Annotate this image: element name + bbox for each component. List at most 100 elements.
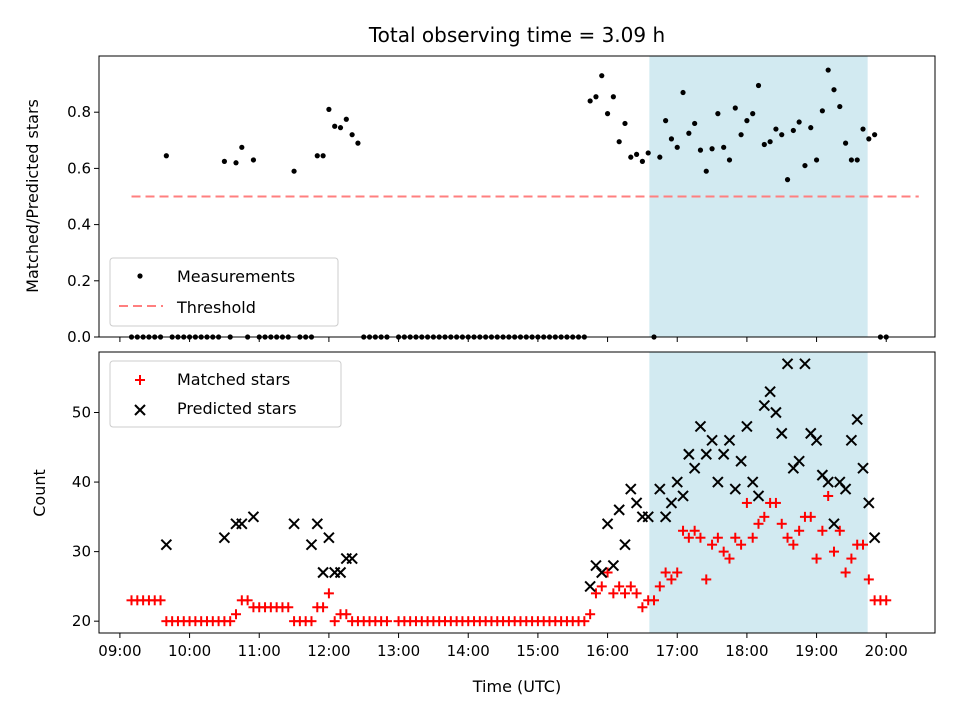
- x-tick-label: 14:00: [447, 642, 490, 660]
- measurements-point: [796, 119, 802, 125]
- matched-stars-point: [881, 595, 892, 606]
- predicted-stars-point: [323, 532, 335, 544]
- predicted-stars-point: [700, 448, 712, 460]
- top-frame: [98, 55, 936, 338]
- matched-stars-point: [225, 616, 236, 627]
- measurements-point: [761, 141, 767, 148]
- predicted-stars-point: [828, 518, 840, 530]
- matched-stars-point: [782, 532, 793, 543]
- measurements-point: [779, 132, 785, 138]
- matched-stars-point: [242, 595, 253, 606]
- bottom-frame: [98, 351, 936, 634]
- matched-stars-point: [231, 609, 242, 620]
- predicted-stars-point: [851, 413, 863, 426]
- measurements-point: [633, 151, 640, 157]
- measurements-point: [692, 120, 698, 127]
- matched-stars-point: [631, 588, 642, 599]
- predicted-stars-point: [665, 497, 678, 509]
- x-tick-label: 16:00: [586, 642, 629, 660]
- predicted-stars-point: [845, 434, 858, 447]
- predicted-stars-point: [346, 552, 358, 565]
- predicted-stars-point: [596, 566, 608, 579]
- predicted-stars-point: [723, 434, 736, 447]
- measurements-point: [709, 146, 715, 152]
- matched-stars-point: [329, 616, 340, 627]
- y-tick-label: 0.4: [67, 216, 91, 234]
- x-tick-label: 13:00: [377, 642, 420, 660]
- measurements-point: [831, 87, 837, 93]
- predicted-stars-point: [584, 580, 596, 593]
- measurements-point: [825, 67, 831, 73]
- matched-stars-point: [741, 497, 752, 508]
- matched-stars-point: [672, 567, 683, 578]
- measurements-point: [860, 126, 866, 132]
- chart-title: Total observing time = 3.09 h: [368, 23, 665, 47]
- matched-stars-point: [381, 616, 392, 627]
- matched-stars-point: [585, 609, 596, 620]
- matched-stars-point: [306, 616, 317, 627]
- matched-stars-point: [701, 574, 712, 585]
- measurements-point: [721, 144, 727, 150]
- bottom-axes: 20 30 40 50 09:00 10:00 11:00 12:00 13:00 14:00 15…: [72, 404, 908, 660]
- measurements-point: [622, 120, 628, 127]
- predicted-stars-point: [706, 434, 718, 447]
- matched-stars-point: [318, 602, 329, 613]
- x-tick-label: 15:00: [516, 642, 559, 660]
- predicted-stars-point: [735, 455, 747, 467]
- measurements-point: [680, 89, 686, 96]
- bottom-legend-box: [109, 360, 342, 428]
- matched-stars-point: [776, 518, 787, 529]
- bottom-legend: Matched stars Predicted stars: [109, 360, 342, 428]
- matched-stars-point: [707, 539, 718, 550]
- predicted-stars-point: [683, 448, 695, 460]
- matched-stars-point: [649, 595, 660, 606]
- x-tick-label: 09:00: [98, 642, 141, 660]
- measurements-point: [813, 157, 820, 163]
- measurements-point: [697, 147, 704, 153]
- matched-stars-point: [817, 525, 828, 536]
- matched-stars-point: [759, 511, 770, 522]
- measurements-point: [604, 111, 611, 117]
- x-tick-label: 18:00: [725, 642, 768, 660]
- predicted-stars-point: [218, 532, 231, 544]
- y-tick-label: 0.8: [67, 103, 91, 121]
- predicted-stars-point: [311, 518, 323, 530]
- measurements-point: [663, 118, 669, 124]
- matched-stars-point: [747, 532, 758, 543]
- matched-stars-point: [590, 588, 601, 599]
- predicted-stars-point: [810, 434, 823, 447]
- legend-matched-marker: [135, 375, 145, 385]
- measurements-point: [599, 73, 605, 79]
- x-tick-label: 12:00: [307, 642, 350, 660]
- measurements-point: [593, 94, 599, 100]
- matched-stars-point: [637, 602, 648, 613]
- measurements-point: [773, 126, 779, 132]
- predicted-stars-point: [712, 476, 724, 488]
- y-tick-label: 40: [72, 473, 91, 491]
- matched-stars-point: [666, 574, 677, 585]
- legend-matched-label: Matched stars: [177, 370, 290, 389]
- matched-stars-point: [579, 616, 590, 627]
- measurements-point: [726, 157, 733, 163]
- matched-stars-point: [283, 602, 294, 613]
- measurements-point: [349, 132, 355, 138]
- bottom-panel: 20 30 40 50 09:00 10:00 11:00 12:00 13:00 14:00 15…: [30, 351, 936, 696]
- measurements-point: [668, 136, 675, 142]
- x-tick-label: 19:00: [795, 642, 838, 660]
- predicted-stars-point: [305, 538, 318, 551]
- matched-stars-point: [602, 567, 613, 578]
- measurements-point: [616, 139, 622, 145]
- measurements-point: [848, 157, 855, 163]
- predicted-stars-point: [688, 462, 701, 474]
- matched-stars-point: [753, 518, 764, 529]
- measurements-point: [221, 158, 227, 164]
- predicted-stars-point: [729, 483, 741, 495]
- y-tick-label: 20: [72, 612, 91, 630]
- measurements-point: [842, 140, 849, 146]
- top-y-axis-label: Matched/Predicted stars: [23, 99, 42, 293]
- matched-stars-point: [828, 546, 839, 557]
- measurements-point: [337, 125, 344, 131]
- measurements-point: [802, 162, 808, 169]
- predicted-stars-point: [781, 358, 794, 370]
- measurements-point: [355, 140, 361, 146]
